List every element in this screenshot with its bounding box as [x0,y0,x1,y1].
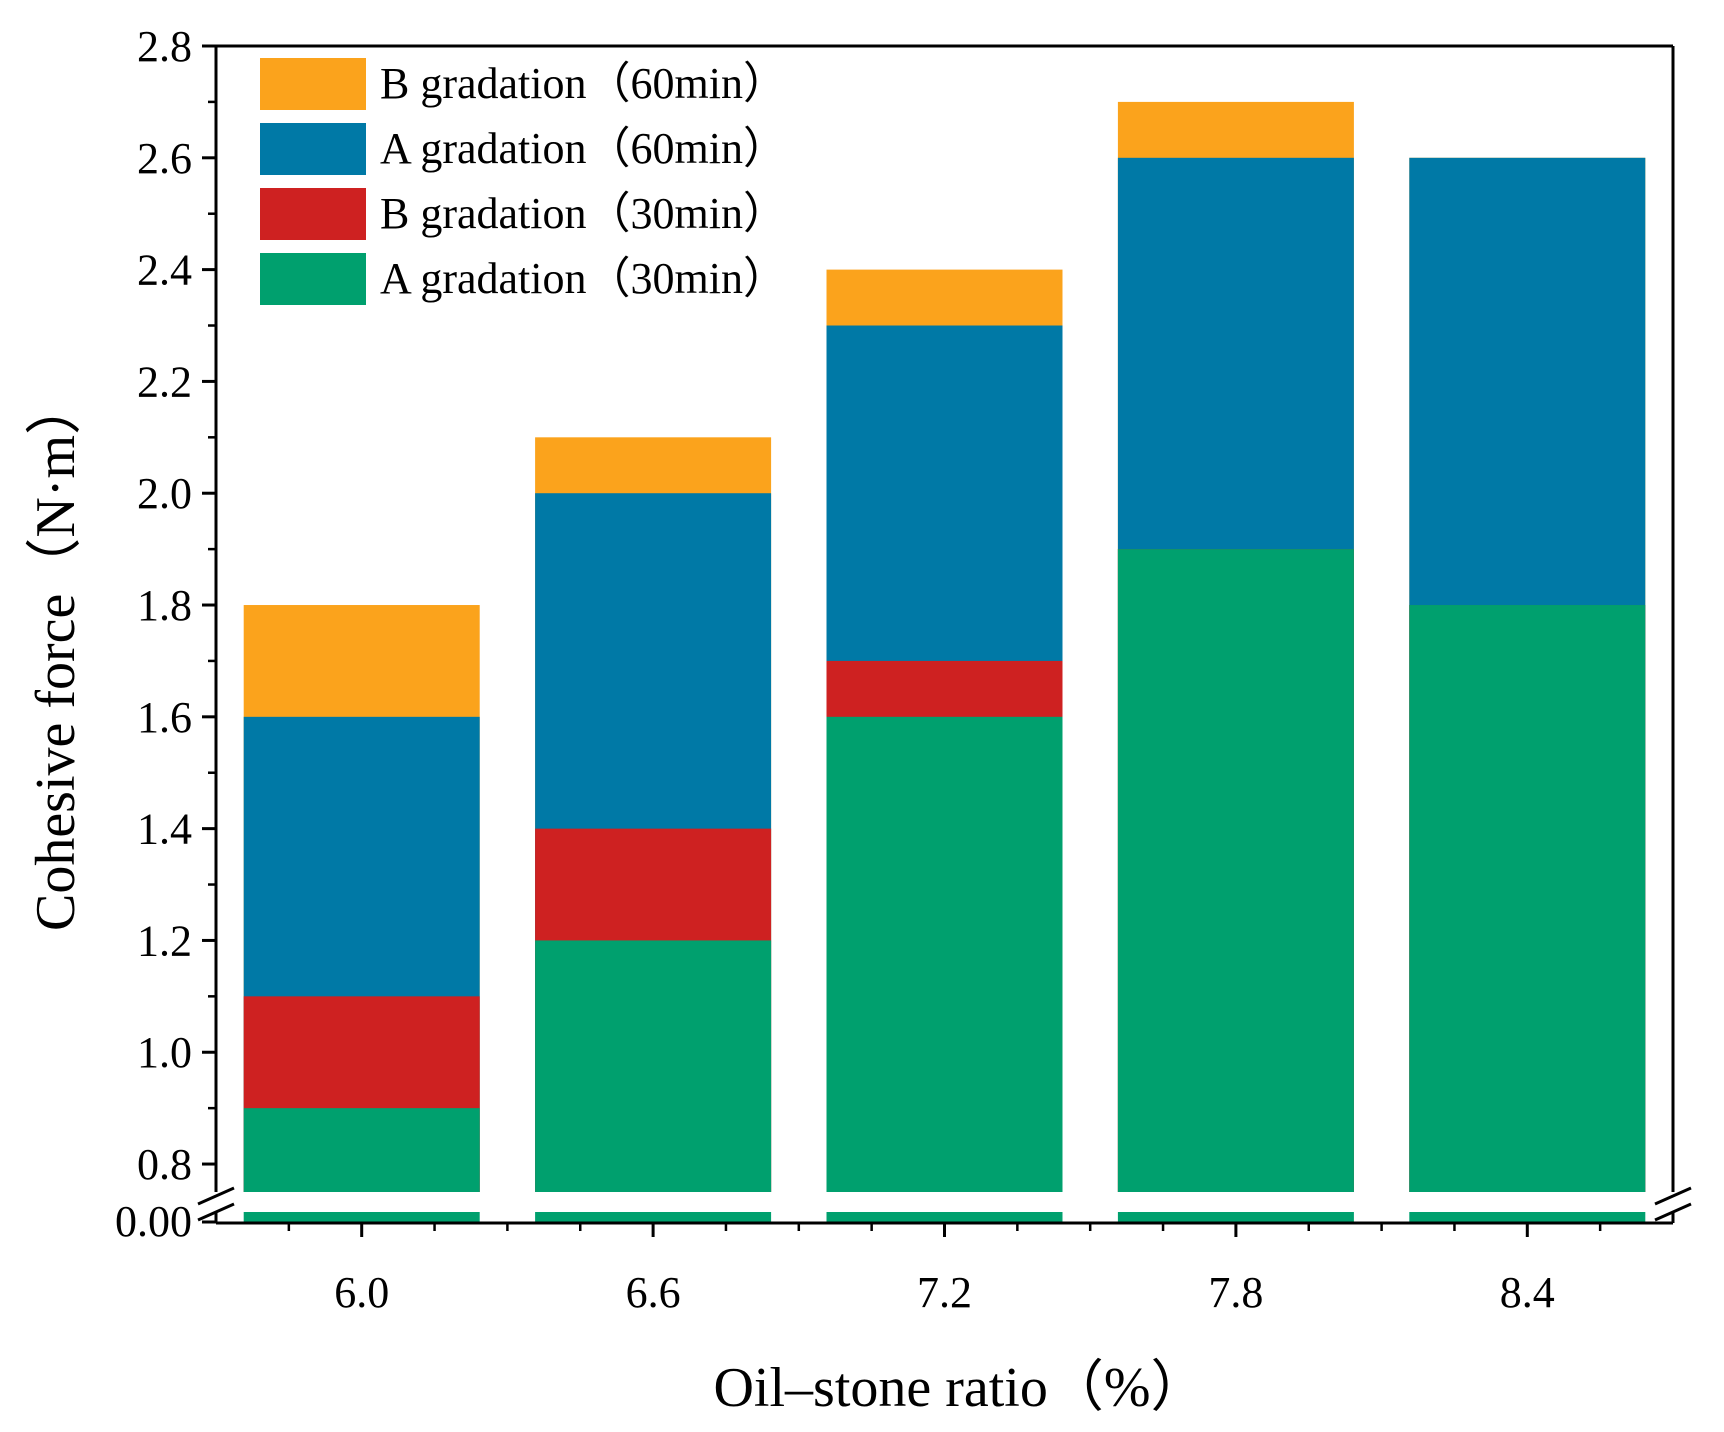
bar-a-gradation-30min-6.0 [243,1108,480,1192]
y-tick-label-1.8: 1.8 [137,581,192,630]
legend-swatch-0 [260,58,366,110]
y-tick-label-1.0: 1.0 [137,1028,192,1077]
legend-swatch-2 [260,188,366,240]
legend-label-1: A gradation（60min） [380,124,787,173]
bar-lower-segment-7.8 [1117,1212,1354,1222]
bar-lower-segment-8.4 [1409,1212,1646,1222]
y-tick-label-2.8: 2.8 [137,22,192,71]
axis-break-mark-left-upper [197,1186,235,1206]
y-tick-label-1.4: 1.4 [137,805,192,854]
axis-break-mark-right-lower [1654,1202,1692,1222]
bar-lower-segment-6.0 [243,1212,480,1222]
y-tick-label-1.6: 1.6 [137,693,192,742]
legend-swatch-1 [260,123,366,175]
x-tick-label-6.6: 6.6 [626,1268,681,1317]
y-tick-label-2.0: 2.0 [137,469,192,518]
bar-lower-segment-6.6 [535,1212,772,1222]
bar-lower-segment-7.2 [826,1212,1063,1222]
bar-a-gradation-30min-8.4 [1409,605,1646,1192]
legend-label-3: A gradation（30min） [380,254,787,303]
x-tick-label-7.8: 7.8 [1208,1268,1263,1317]
y-tick-label-1.2: 1.2 [137,916,192,965]
legend-swatch-3 [260,253,366,305]
y-tick-label-0.8: 0.8 [137,1140,192,1189]
axis-break-mark-left-lower [197,1202,235,1222]
legend-label-0: B gradation（60min） [380,59,787,108]
bars-group [243,101,1646,1222]
y-tick-label-2.4: 2.4 [137,246,192,295]
x-axis-title: Oil–stone ratio（%） [713,1357,1206,1419]
y-axis-title: Cohesive force（N·m） [25,379,87,931]
axis-break-mark-right-upper [1654,1186,1692,1206]
y-tick-label-2.2: 2.2 [137,357,192,406]
y-tick-label-2.6: 2.6 [137,134,192,183]
bar-a-gradation-30min-7.8 [1117,549,1354,1192]
x-tick-label-7.2: 7.2 [917,1268,972,1317]
x-tick-label-8.4: 8.4 [1500,1268,1555,1317]
x-tick-label-6.0: 6.0 [334,1268,389,1317]
bar-a-gradation-30min-7.2 [826,716,1063,1192]
y-tick-label-zero: 0.00 [115,1197,192,1246]
bar-a-gradation-30min-6.6 [535,940,772,1192]
axes-group: 0.8 1.0 1.2 1.4 1.6 1.8 2.0 2.2 2.4 2.6 2.8 0.00 6.0… [115,22,1692,1317]
legend-label-2: B gradation（30min） [380,189,787,238]
legend: B gradation（60min） A gradation（60min） B gr… [260,58,787,305]
